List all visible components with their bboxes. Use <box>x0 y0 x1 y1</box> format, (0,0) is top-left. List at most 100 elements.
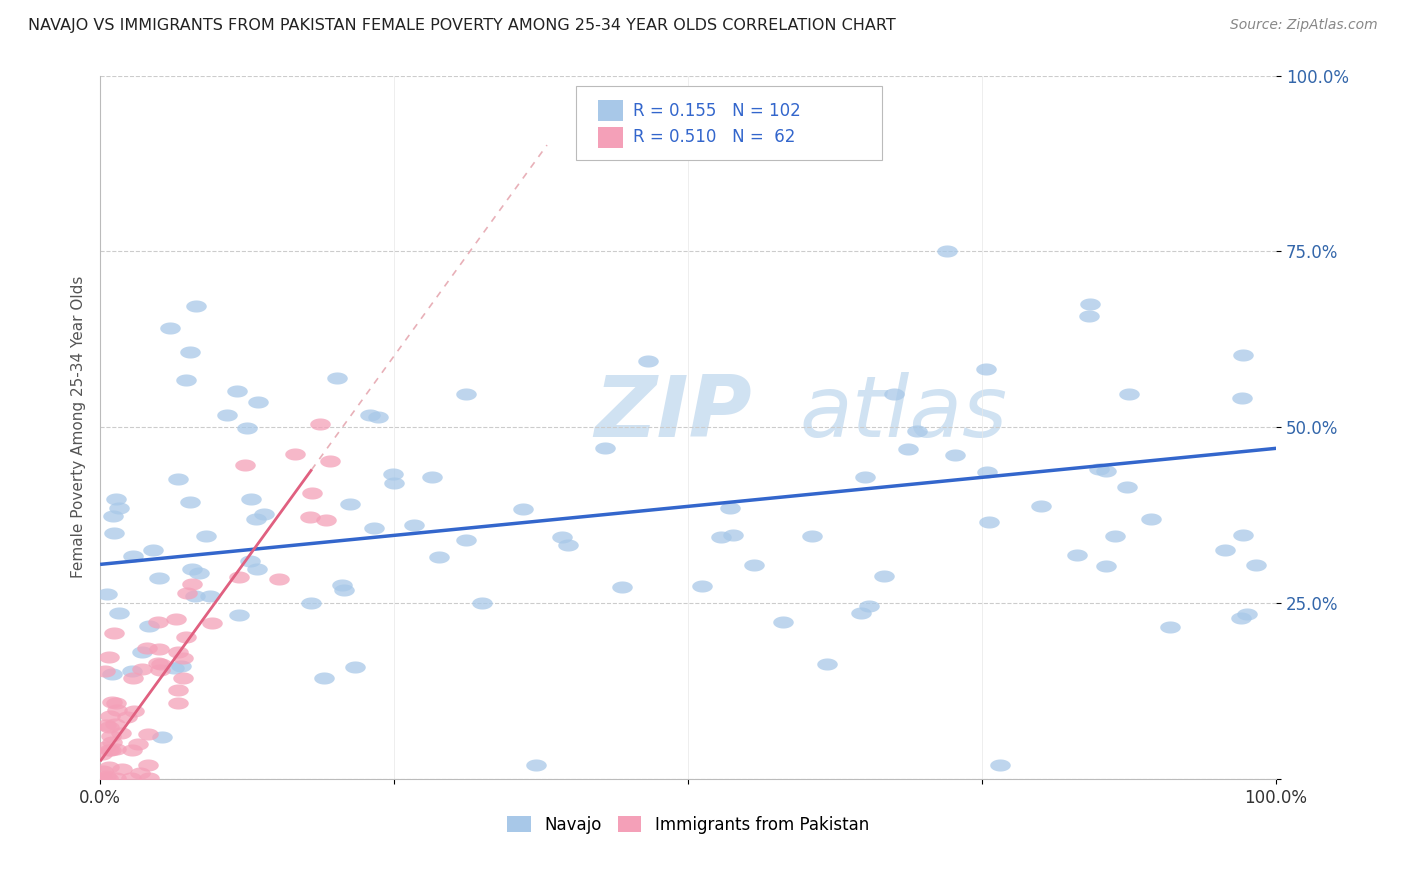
Point <box>363 521 385 535</box>
Text: ZIP: ZIP <box>595 372 752 455</box>
Point <box>91 747 114 762</box>
Point <box>315 513 337 527</box>
Point <box>551 531 574 545</box>
Point <box>593 441 616 455</box>
FancyBboxPatch shape <box>598 100 623 121</box>
Point <box>187 566 209 581</box>
FancyBboxPatch shape <box>576 86 882 160</box>
Point <box>718 500 741 515</box>
Point <box>1232 391 1254 405</box>
Point <box>1159 620 1181 634</box>
Point <box>148 571 170 585</box>
Point <box>284 447 307 461</box>
Text: NAVAJO VS IMMIGRANTS FROM PAKISTAN FEMALE POVERTY AMONG 25-34 YEAR OLDS CORRELAT: NAVAJO VS IMMIGRANTS FROM PAKISTAN FEMAL… <box>28 18 896 33</box>
Point <box>90 771 112 785</box>
Point <box>1232 348 1254 362</box>
Point <box>170 659 193 673</box>
Point <box>200 616 222 631</box>
Point <box>225 384 247 399</box>
Point <box>897 442 920 457</box>
Point <box>103 626 125 640</box>
Point <box>343 660 366 674</box>
Point <box>121 671 143 685</box>
Point <box>936 244 959 259</box>
Point <box>117 710 139 724</box>
Point <box>801 529 824 543</box>
Point <box>742 558 765 572</box>
Point <box>367 410 389 425</box>
FancyBboxPatch shape <box>598 127 623 148</box>
Point <box>167 645 190 659</box>
Text: Source: ZipAtlas.com: Source: ZipAtlas.com <box>1230 18 1378 32</box>
Point <box>166 682 188 697</box>
Point <box>105 742 128 756</box>
Point <box>235 421 257 435</box>
Point <box>849 606 872 620</box>
Point <box>184 299 207 313</box>
Point <box>333 583 356 598</box>
Point <box>149 657 172 671</box>
Point <box>299 596 322 610</box>
Point <box>97 771 120 785</box>
Point <box>853 469 876 483</box>
Point <box>149 664 172 678</box>
Point <box>215 408 238 422</box>
Point <box>90 771 112 785</box>
Point <box>1104 529 1126 543</box>
Point <box>319 454 342 468</box>
Point <box>239 554 262 568</box>
Point <box>883 387 905 401</box>
Point <box>858 599 880 613</box>
Point <box>166 696 188 710</box>
Point <box>94 769 117 783</box>
Point <box>233 458 256 473</box>
Point <box>359 408 381 422</box>
Point <box>105 703 128 717</box>
Point <box>91 764 114 779</box>
Point <box>96 586 118 600</box>
Point <box>174 373 197 387</box>
Point <box>100 694 122 708</box>
Point <box>1244 558 1267 572</box>
Point <box>184 589 207 603</box>
Point <box>301 485 323 500</box>
Point <box>471 596 494 610</box>
Point <box>150 731 173 745</box>
Point <box>105 491 128 506</box>
Point <box>690 579 713 593</box>
Point <box>146 656 169 670</box>
Point <box>131 645 153 659</box>
Point <box>298 509 321 524</box>
Point <box>98 760 121 774</box>
Point <box>146 615 169 630</box>
Point <box>97 650 120 665</box>
Point <box>198 589 221 603</box>
Text: R = 0.155   N = 102: R = 0.155 N = 102 <box>633 102 800 120</box>
Point <box>179 495 201 509</box>
Point <box>974 362 997 376</box>
Legend: Navajo, Immigrants from Pakistan: Navajo, Immigrants from Pakistan <box>508 816 869 834</box>
Point <box>181 562 204 576</box>
Point <box>420 470 443 484</box>
Point <box>166 472 188 486</box>
Point <box>122 704 145 718</box>
Point <box>454 387 477 401</box>
Point <box>159 321 181 335</box>
Point <box>312 671 335 685</box>
Point <box>105 771 128 785</box>
Point <box>772 615 794 629</box>
Point <box>943 448 966 462</box>
Point <box>138 771 160 785</box>
Point <box>1095 464 1118 478</box>
Point <box>1236 607 1258 622</box>
Point <box>162 661 184 675</box>
Point <box>1077 309 1099 323</box>
Point <box>1115 480 1137 494</box>
Point <box>979 515 1001 529</box>
Point <box>1029 499 1052 513</box>
Point <box>709 530 731 544</box>
Point <box>526 757 548 772</box>
Point <box>976 465 998 479</box>
Point <box>136 727 159 741</box>
Point <box>107 606 129 620</box>
